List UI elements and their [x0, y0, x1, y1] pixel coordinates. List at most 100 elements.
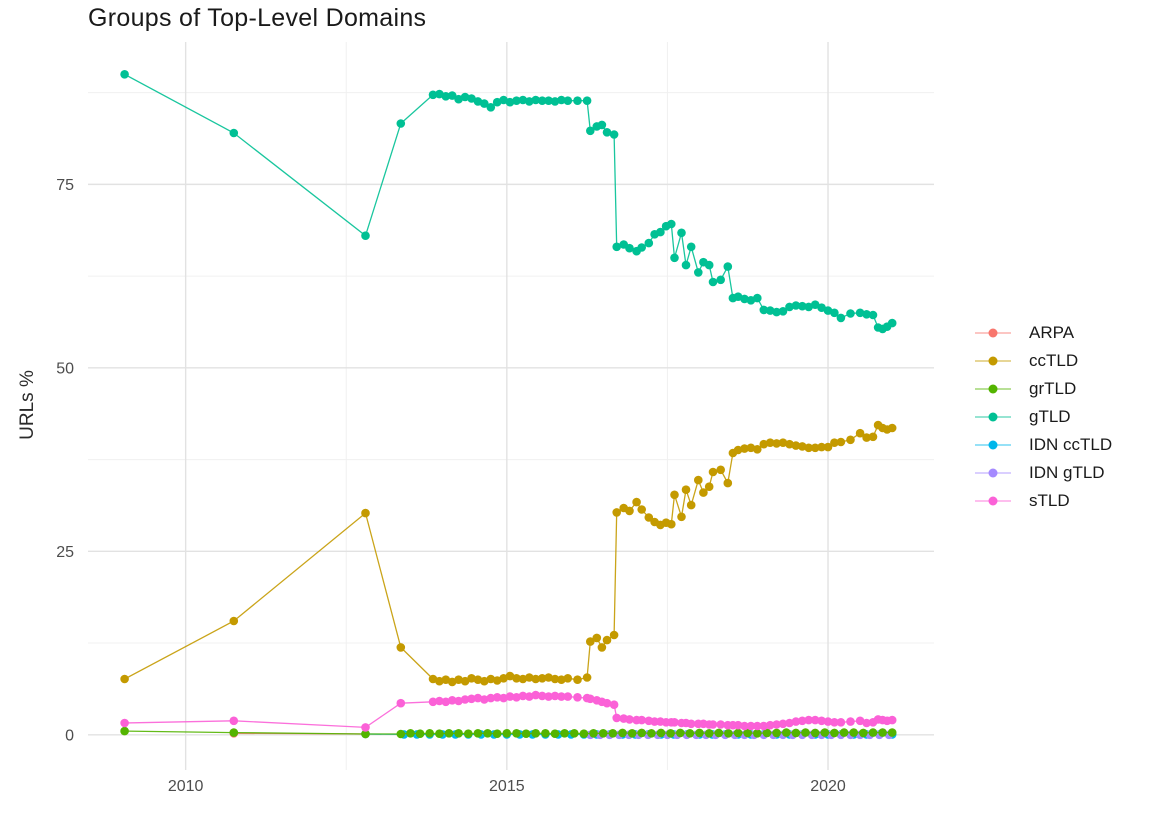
- data-point-grtld: [801, 728, 810, 737]
- legend-label: IDN gTLD: [1029, 463, 1105, 482]
- data-point-stld: [537, 691, 547, 701]
- data-point-gtld: [887, 318, 897, 328]
- data-point-grtld: [714, 728, 724, 738]
- data-point-stld: [229, 716, 239, 726]
- data-point-cctld: [681, 485, 691, 495]
- data-point-gtld: [670, 253, 679, 263]
- data-point-stld: [716, 720, 725, 729]
- data-point-cctld: [686, 500, 696, 510]
- data-point-stld: [573, 693, 582, 702]
- legend-key-icon: [975, 384, 1011, 394]
- data-point-gtld: [723, 262, 733, 271]
- data-point-cctld: [602, 635, 612, 645]
- data-point-stld: [753, 721, 762, 731]
- data-point-cctld: [798, 442, 807, 451]
- data-point-gtld: [597, 120, 607, 130]
- data-point-grtld: [415, 729, 425, 738]
- data-point-gtld: [862, 310, 871, 319]
- data-point-gtld: [704, 260, 714, 270]
- data-point-stld: [428, 697, 438, 707]
- data-point-gtld: [428, 90, 438, 100]
- data-point-grtld: [396, 729, 406, 739]
- legend-item-gtld: gTLD: [971, 403, 1112, 431]
- data-point-gtld: [868, 310, 878, 320]
- data-point-cctld: [753, 445, 762, 454]
- data-point-stld: [480, 695, 489, 704]
- data-point-stld: [798, 716, 807, 726]
- data-point-gtld: [686, 242, 696, 252]
- chart-title: Groups of Top-Level Domains: [88, 4, 427, 32]
- legend-label: ccTLD: [1029, 351, 1079, 370]
- data-point-stld: [460, 695, 470, 704]
- legend-key-icon: [975, 328, 1011, 338]
- data-point-grtld: [608, 729, 618, 738]
- data-point-gtld: [396, 119, 406, 128]
- data-point-stld: [505, 692, 515, 701]
- data-point-cctld: [454, 675, 463, 684]
- data-point-grtld: [753, 729, 762, 738]
- data-point-grtld: [676, 728, 685, 738]
- data-point-cctld: [830, 438, 839, 448]
- data-point-gtld: [518, 95, 528, 105]
- data-point-grtld: [868, 728, 878, 737]
- data-point-grtld: [849, 728, 858, 737]
- data-point-grtld: [772, 728, 781, 738]
- data-point-stld: [447, 696, 457, 705]
- data-point-gtld: [804, 302, 813, 312]
- data-point-gtld: [557, 95, 566, 105]
- data-point-grtld: [454, 729, 463, 738]
- data-point-gtld: [563, 96, 573, 105]
- x-tick-label: 2015: [489, 778, 525, 795]
- data-point-grtld: [570, 729, 579, 738]
- data-point-grtld: [502, 729, 512, 738]
- data-point-stld: [625, 715, 634, 724]
- data-point-stld: [887, 715, 897, 725]
- data-point-gtld: [602, 128, 612, 137]
- data-point-cctld: [586, 637, 595, 646]
- data-point-gtld: [855, 308, 865, 318]
- data-point-stld: [778, 719, 788, 729]
- data-point-stld: [772, 720, 781, 729]
- data-point-gtld: [550, 97, 560, 106]
- data-point-cctld: [361, 508, 370, 518]
- data-point-gtld: [785, 302, 794, 312]
- data-point-gtld: [582, 96, 592, 105]
- x-tick-label: 2010: [168, 778, 204, 795]
- data-point-gtld: [694, 268, 703, 277]
- data-point-gtld: [586, 126, 595, 136]
- data-point-grtld: [406, 729, 415, 738]
- legend-label: grTLD: [1029, 379, 1077, 398]
- data-point-cctld: [791, 441, 801, 450]
- data-point-gtld: [120, 70, 129, 79]
- data-point-cctld: [573, 675, 582, 684]
- data-point-grtld: [820, 728, 830, 737]
- data-point-stld: [609, 700, 619, 709]
- data-point-grtld: [579, 729, 589, 738]
- data-point-grtld: [733, 728, 743, 738]
- data-point-gtld: [609, 130, 619, 139]
- data-point-stld: [804, 715, 813, 725]
- data-point-stld: [746, 721, 756, 731]
- y-tick-label: 75: [56, 177, 74, 194]
- data-point-cctld: [765, 438, 775, 448]
- data-point-stld: [612, 713, 621, 723]
- legend-label: ARPA: [1029, 323, 1075, 342]
- data-point-gtld: [531, 95, 540, 105]
- data-point-cctld: [716, 465, 725, 475]
- data-point-cctld: [855, 428, 865, 438]
- data-point-gtld: [467, 94, 476, 103]
- data-point-grtld: [878, 728, 887, 737]
- data-point-gtld: [361, 231, 370, 240]
- data-point-stld: [602, 698, 612, 708]
- data-point-gtld: [846, 309, 855, 318]
- data-point-grtld: [618, 728, 627, 738]
- data-point-stld: [454, 696, 463, 706]
- data-point-gtld: [441, 92, 451, 101]
- data-point-cctld: [740, 444, 749, 453]
- data-point-grtld: [666, 729, 675, 738]
- data-point-gtld: [681, 260, 691, 270]
- data-point-stld: [486, 693, 496, 703]
- legend-key-icon: [975, 356, 1011, 366]
- legend-key-icon: [975, 468, 1011, 478]
